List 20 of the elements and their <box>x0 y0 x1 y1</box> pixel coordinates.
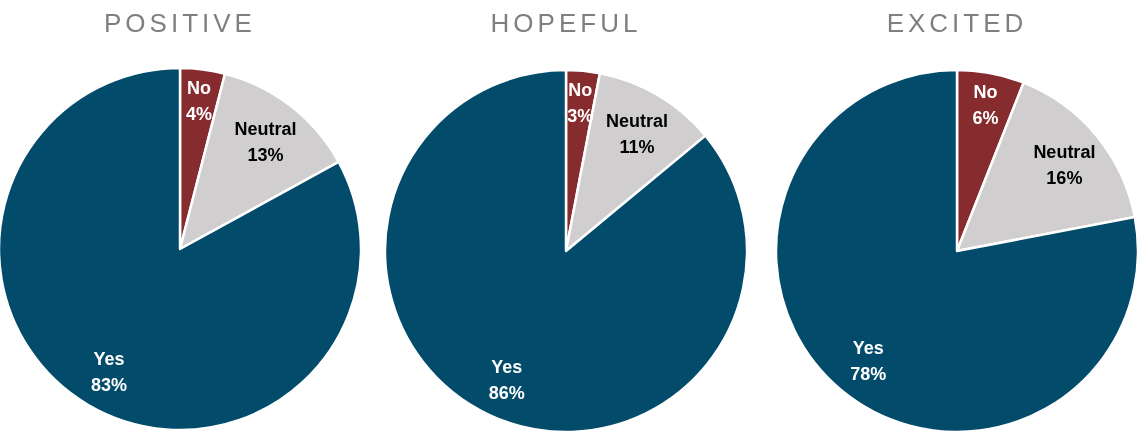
data-label: 83% <box>91 374 128 395</box>
data-label: 78% <box>850 364 887 385</box>
data-label: 6% <box>972 107 999 128</box>
slice-label: Neutral <box>605 111 668 132</box>
slice-label: No <box>187 78 212 99</box>
data-label: 16% <box>1046 168 1083 189</box>
slice-label: Neutral <box>234 118 297 139</box>
chart-title: POSITIVE <box>104 8 256 38</box>
data-label: 86% <box>488 383 525 404</box>
slice-label: No <box>973 81 998 102</box>
slice-label: Yes <box>852 338 884 359</box>
slice-label: Yes <box>93 348 125 369</box>
slice-label: Yes <box>491 357 523 378</box>
chart-title: EXCITED <box>886 8 1028 38</box>
chart-title: HOPEFUL <box>490 8 642 38</box>
data-label: 4% <box>186 104 213 125</box>
slice-label: Neutral <box>1033 142 1096 163</box>
slice-label: No <box>568 79 593 100</box>
data-label: 11% <box>619 137 655 158</box>
data-label: 13% <box>247 144 284 165</box>
